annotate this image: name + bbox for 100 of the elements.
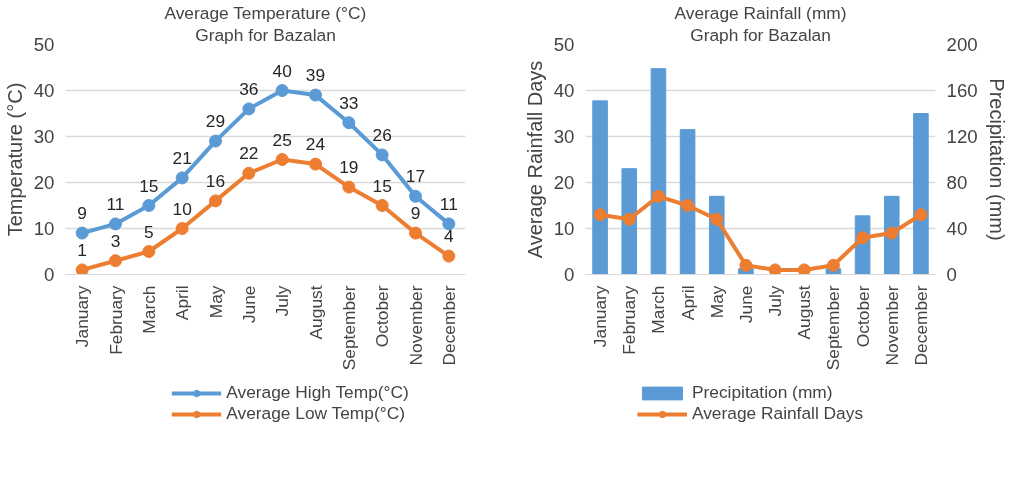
y-tick-label: 10 [553, 218, 575, 239]
x-tick-label: January [72, 285, 93, 348]
legend-label: Precipitation (mm) [691, 382, 833, 403]
y-tick-label: 20 [33, 172, 55, 193]
point [175, 222, 189, 235]
x-tick-label: June [238, 285, 259, 324]
data-label: 11 [106, 193, 125, 214]
x-tick-label: July [765, 285, 786, 317]
point [409, 226, 422, 240]
point [209, 194, 222, 208]
point [375, 199, 389, 212]
y-axis-title: Average Rainfall Days [523, 60, 546, 259]
data-label: 11 [439, 193, 458, 214]
bar [913, 113, 929, 275]
data-label: 39 [305, 65, 326, 86]
y-tick-label: 40 [33, 80, 55, 101]
x-tick-label: April [172, 285, 193, 321]
y2-tick-label: 120 [946, 126, 978, 147]
x-tick-label: July [272, 285, 293, 317]
x-tick-label: October [852, 285, 873, 348]
data-label: 21 [172, 147, 192, 168]
x-tick-label: April [677, 285, 698, 321]
chart-title: Average Temperature (°C) [164, 2, 367, 23]
x-tick-label: September [823, 285, 844, 371]
y-tick-label: 50 [33, 34, 55, 55]
point [768, 263, 782, 275]
y2-tick-label: 80 [946, 172, 968, 193]
y2-axis-title: Precipitation (mm) [985, 78, 1008, 241]
point [622, 212, 636, 226]
x-tick-label: November [405, 285, 426, 366]
point [75, 263, 89, 275]
point [442, 249, 456, 263]
point [275, 84, 289, 97]
x-tick-label: June [735, 285, 756, 324]
data-label: 9 [410, 203, 421, 224]
y-tick-label: 40 [553, 80, 575, 101]
bar [650, 68, 667, 275]
point [797, 263, 811, 275]
point [651, 189, 665, 203]
bar [592, 100, 608, 275]
x-tick-label: December [438, 285, 459, 366]
point [739, 258, 753, 272]
y-tick-label: 30 [553, 126, 575, 147]
point [826, 258, 840, 272]
x-tick-label: March [138, 285, 159, 334]
y-tick-label: 10 [33, 218, 55, 239]
y-tick-label: 20 [553, 172, 575, 193]
point [856, 231, 870, 245]
data-label: 29 [205, 111, 226, 132]
chart-subtitle: Graph for Bazalan [690, 24, 831, 45]
point [309, 88, 322, 102]
chart-subtitle: Graph for Bazalan [195, 24, 336, 45]
x-tick-label: December [910, 285, 931, 366]
point [309, 157, 322, 171]
data-label: 40 [272, 60, 292, 81]
x-tick-label: May [706, 285, 727, 319]
x-tick-label: September [338, 285, 359, 371]
point [442, 217, 456, 231]
y2-tick-label: 0 [946, 264, 957, 285]
point [109, 217, 122, 231]
point [885, 226, 899, 240]
point [914, 208, 928, 222]
data-label: 15 [139, 175, 159, 196]
data-label: 4 [444, 226, 455, 247]
x-tick-label: November [881, 285, 902, 366]
y-tick-label: 50 [553, 34, 575, 55]
x-tick-label: January [590, 285, 611, 348]
x-tick-label: August [305, 285, 326, 340]
point [342, 116, 356, 130]
x-tick-label: August [794, 285, 815, 340]
data-label: 25 [272, 129, 292, 150]
point [209, 134, 222, 148]
y2-tick-label: 200 [946, 34, 978, 55]
data-label: 22 [239, 143, 259, 164]
y-tick-label: 30 [33, 126, 55, 147]
x-tick-label: March [648, 285, 669, 334]
point [242, 102, 256, 116]
data-label: 9 [77, 203, 87, 224]
point [275, 153, 289, 166]
point [681, 199, 695, 212]
bar [621, 168, 638, 275]
point [142, 199, 156, 212]
data-label: 16 [205, 170, 226, 191]
data-label: 10 [172, 198, 192, 219]
data-label: 19 [339, 157, 359, 178]
data-label: 5 [144, 221, 154, 242]
point [142, 245, 156, 258]
x-tick-label: February [619, 285, 640, 355]
data-label: 33 [339, 92, 359, 113]
data-label: 24 [305, 134, 326, 155]
x-tick-label: February [105, 285, 126, 355]
y-tick-label: 0 [564, 264, 575, 285]
x-tick-label: May [205, 285, 226, 319]
point [342, 180, 356, 194]
data-label: 26 [372, 124, 392, 145]
point [75, 226, 89, 240]
legend-label: Average High Temp(°C) [226, 382, 409, 403]
point [175, 171, 189, 185]
point [710, 212, 724, 226]
data-label: 17 [405, 166, 426, 187]
